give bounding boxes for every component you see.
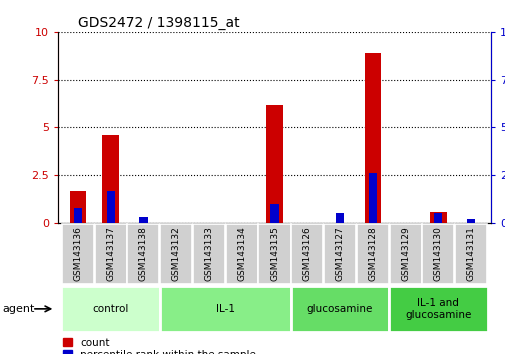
Text: GSM143137: GSM143137 (106, 226, 115, 281)
Text: GSM143133: GSM143133 (204, 226, 213, 281)
Text: GSM143130: GSM143130 (433, 226, 442, 281)
FancyBboxPatch shape (454, 224, 486, 284)
FancyBboxPatch shape (94, 224, 126, 284)
Bar (429, 212, 446, 223)
Bar (433, 213, 441, 223)
Bar (107, 190, 115, 223)
FancyBboxPatch shape (290, 286, 388, 332)
Text: glucosamine: glucosamine (306, 304, 373, 314)
FancyBboxPatch shape (388, 286, 487, 332)
Text: GSM143135: GSM143135 (270, 226, 278, 281)
FancyBboxPatch shape (291, 224, 323, 284)
FancyBboxPatch shape (225, 224, 257, 284)
FancyBboxPatch shape (422, 224, 453, 284)
Bar (466, 219, 474, 223)
Bar (74, 208, 82, 223)
FancyBboxPatch shape (258, 224, 290, 284)
Text: control: control (92, 304, 129, 314)
Legend: count, percentile rank within the sample: count, percentile rank within the sample (63, 338, 256, 354)
Text: GSM143131: GSM143131 (466, 226, 475, 281)
Text: IL-1 and
glucosamine: IL-1 and glucosamine (405, 298, 471, 320)
Bar (70, 190, 86, 223)
FancyBboxPatch shape (160, 286, 290, 332)
Text: GSM143127: GSM143127 (335, 226, 344, 281)
Bar (102, 135, 119, 223)
Bar (139, 217, 147, 223)
FancyBboxPatch shape (61, 286, 160, 332)
Text: GSM143138: GSM143138 (139, 226, 147, 281)
FancyBboxPatch shape (389, 224, 421, 284)
Text: IL-1: IL-1 (216, 304, 234, 314)
Bar (364, 53, 380, 223)
Bar (335, 213, 343, 223)
FancyBboxPatch shape (160, 224, 192, 284)
Bar (266, 104, 282, 223)
Text: GSM143128: GSM143128 (368, 226, 377, 281)
FancyBboxPatch shape (192, 224, 225, 284)
Text: GSM143126: GSM143126 (302, 226, 311, 281)
Bar (368, 173, 376, 223)
Bar (270, 204, 278, 223)
Text: agent: agent (3, 304, 35, 314)
FancyBboxPatch shape (62, 224, 94, 284)
Text: GSM143132: GSM143132 (171, 226, 180, 281)
FancyBboxPatch shape (323, 224, 356, 284)
Text: GDS2472 / 1398115_at: GDS2472 / 1398115_at (78, 16, 239, 30)
Text: GSM143129: GSM143129 (400, 226, 409, 281)
Text: GSM143134: GSM143134 (237, 226, 246, 281)
Text: GSM143136: GSM143136 (73, 226, 82, 281)
FancyBboxPatch shape (127, 224, 159, 284)
FancyBboxPatch shape (356, 224, 388, 284)
